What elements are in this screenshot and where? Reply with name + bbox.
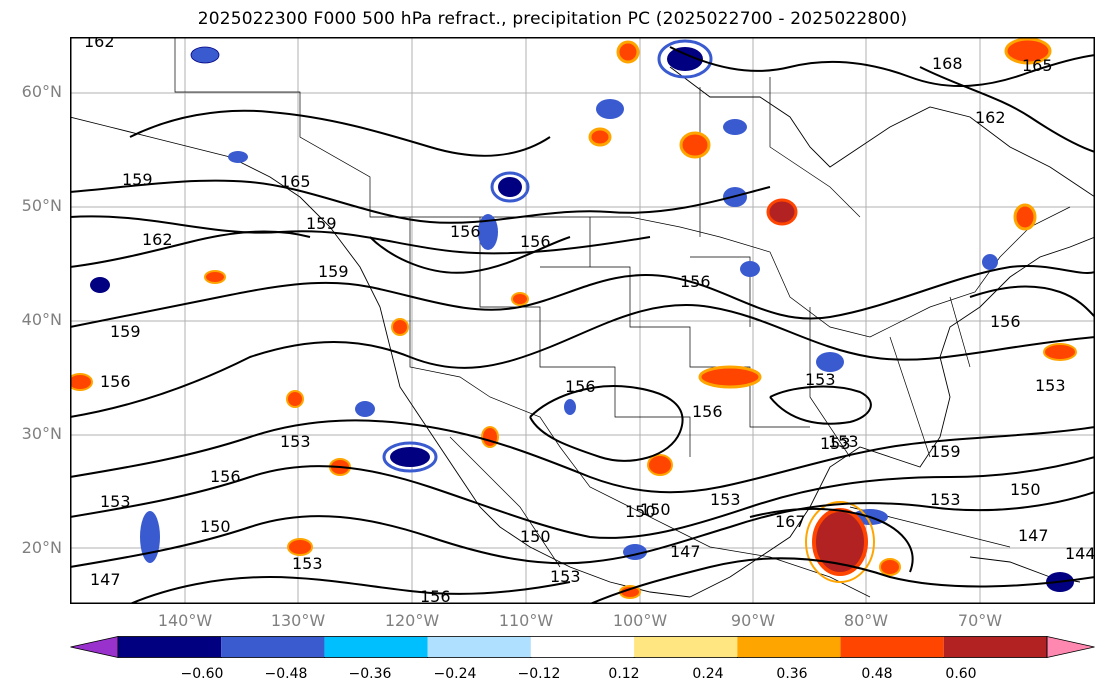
contour-label: 144 — [1065, 544, 1095, 563]
contour-label: 153 — [930, 490, 961, 509]
contour-label: 156 — [100, 372, 131, 391]
lon-label-120w: 120°W — [384, 611, 440, 630]
contour-label: 165 — [280, 172, 311, 191]
contour-label: 147 — [1018, 526, 1049, 545]
contour-label: 150 — [520, 527, 551, 546]
lon-label-100w: 100°W — [612, 611, 668, 630]
contour-label: 150 — [640, 500, 671, 519]
colorbar-bin — [840, 636, 944, 658]
contour-label: 156 — [450, 222, 481, 241]
colorbar-label: 0.12 — [608, 666, 640, 682]
colorbar-bin — [118, 636, 222, 658]
contour-label: 162 — [975, 108, 1006, 127]
contour-label: 153 — [805, 370, 836, 389]
coastlines — [70, 66, 1095, 598]
colorbar-label: −0.60 — [180, 666, 224, 682]
colorbar-bin — [530, 636, 635, 658]
contour-label: 156 — [520, 232, 551, 251]
contour-label: 147 — [90, 570, 121, 589]
colorbar-bin — [324, 636, 428, 658]
colorbar-bin — [427, 636, 531, 658]
contour-label: 168 — [932, 54, 963, 73]
lat-label-50n: 50°N — [21, 196, 62, 215]
colorbar-bin — [737, 636, 841, 658]
contour-label: 150 — [1010, 480, 1041, 499]
map-canvas: 162 168 165 162 159 162 156 159 165 156 … — [70, 37, 1095, 604]
contour-label: 162 — [142, 230, 173, 249]
contour-label: 153 — [100, 492, 131, 511]
lon-label-90w: 90°W — [730, 611, 776, 630]
contour-label: 156 — [210, 467, 241, 486]
contour-label: 167 — [775, 512, 806, 531]
contour-label: 156 — [420, 587, 451, 604]
contour-labels: 162 168 165 162 159 162 156 159 165 156 … — [84, 37, 1095, 604]
colorbar-extend-high — [1046, 636, 1095, 658]
colorbar-bin — [943, 636, 1047, 658]
contour-label: 156 — [565, 377, 596, 396]
contour-label: 150 — [200, 517, 231, 536]
contour-label: 153 — [1035, 376, 1066, 395]
colorbar-label: −0.12 — [517, 666, 561, 682]
lat-label-20n: 20°N — [21, 538, 62, 557]
colorbar — [70, 636, 1095, 662]
colorbar-label: 0.36 — [776, 666, 808, 682]
contour-label: 153 — [280, 432, 311, 451]
contour-label: 159 — [318, 262, 349, 281]
map-frame — [70, 37, 1095, 604]
colorbar-svg — [70, 636, 1095, 662]
lat-label-40n: 40°N — [21, 310, 62, 329]
colorbar-label: −0.36 — [348, 666, 392, 682]
colorbar-label: 0.60 — [945, 666, 977, 682]
colorbar-bin — [634, 636, 738, 658]
colorbar-label: 0.24 — [692, 666, 724, 682]
lon-label-80w: 80°W — [843, 611, 889, 630]
colorbar-outline — [117, 636, 1048, 658]
colorbar-label: −0.48 — [264, 666, 308, 682]
lon-label-110w: 110°W — [498, 611, 554, 630]
contour-label: 159 — [122, 170, 153, 189]
contour-label: 159 — [930, 442, 961, 461]
contour-label: 162 — [84, 37, 115, 51]
contour-label: 159 — [306, 214, 337, 233]
colorbar-bin — [221, 636, 325, 658]
lon-label-70w: 70°W — [957, 611, 1003, 630]
contour-label: 153 — [710, 490, 741, 509]
contour-label: 150 — [625, 502, 656, 521]
colorbar-extend-low — [70, 636, 119, 658]
lat-label-30n: 30°N — [21, 424, 62, 443]
contour-label: 156 — [680, 272, 711, 291]
contour-label: 165 — [1022, 56, 1053, 75]
colorbar-label: 0.48 — [861, 666, 893, 682]
lon-label-140w: 140°W — [157, 611, 213, 630]
map-title: 2025022300 F000 500 hPa refract., precip… — [197, 9, 908, 29]
contour-label: 159 — [110, 322, 141, 341]
contour-label: 153 — [828, 432, 859, 451]
contour-label: 153 — [820, 434, 851, 453]
contour-label: 153 — [292, 554, 323, 573]
contour-label: 156 — [990, 312, 1021, 331]
lon-label-130w: 130°W — [270, 611, 326, 630]
political-borders — [174, 37, 1071, 598]
contour-label: 156 — [692, 402, 723, 421]
positive-pc-regions — [70, 37, 1077, 599]
contour-label: 147 — [670, 542, 701, 561]
refractivity-contours — [70, 46, 1095, 604]
map-plot-area: 162 168 165 162 159 162 156 159 165 156 … — [70, 37, 1095, 604]
negative-pc-regions — [90, 39, 1074, 592]
contour-label: 153 — [550, 567, 581, 586]
colorbar-label: −0.24 — [433, 666, 477, 682]
lat-label-60n: 60°N — [21, 82, 62, 101]
